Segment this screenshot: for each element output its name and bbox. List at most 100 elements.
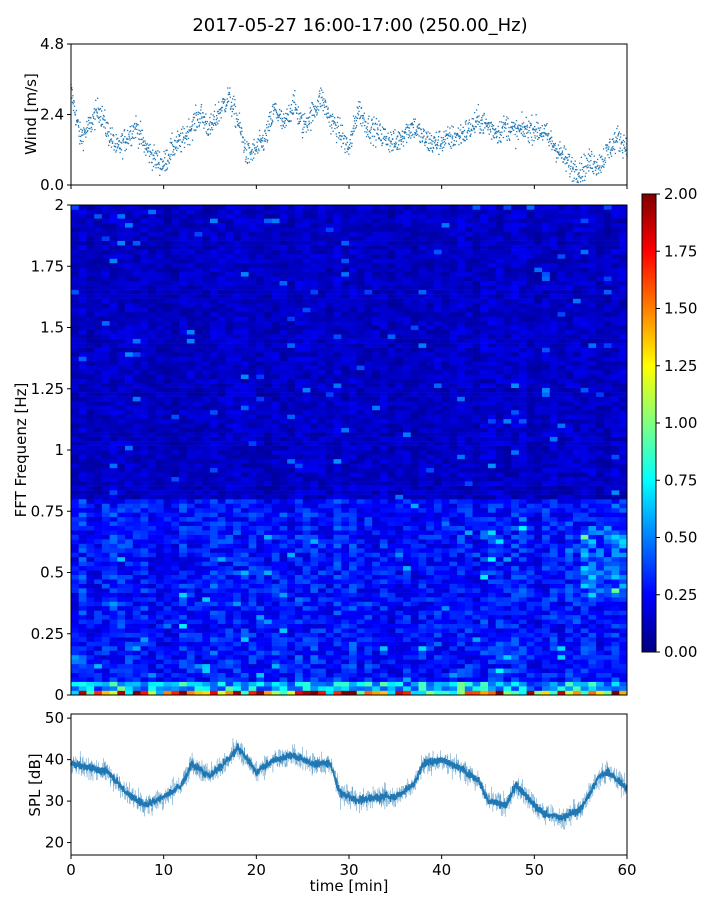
spectrogram-cell <box>101 650 111 656</box>
spectrogram-cell <box>78 289 87 295</box>
spectrogram-cell <box>78 690 87 696</box>
spectrogram-cell <box>132 668 141 674</box>
spectrogram-cell <box>86 476 95 482</box>
wind-point <box>258 129 261 132</box>
wind-point <box>266 127 268 129</box>
spectrogram-cell <box>140 427 149 433</box>
spectrogram-cell <box>86 213 95 219</box>
spectrogram-cell <box>240 320 250 326</box>
spectrogram-cell <box>179 601 188 607</box>
spectrogram-cell <box>210 445 219 451</box>
spectrogram-cell <box>140 499 149 504</box>
spectrogram-cell <box>202 588 211 593</box>
spectrogram-cell <box>264 619 273 625</box>
spectrogram-cell <box>140 316 149 322</box>
spectrogram-cell <box>248 254 257 259</box>
spectrogram-cell <box>140 556 149 562</box>
wind-point <box>312 120 314 122</box>
spectrogram-cell <box>78 441 87 446</box>
wind-point <box>175 136 178 138</box>
spectrogram-cell <box>78 276 87 282</box>
spectrogram-cell <box>86 405 95 411</box>
wind-point <box>590 167 592 169</box>
spectrogram-cell <box>71 672 80 678</box>
spectrogram-cell <box>287 347 296 353</box>
spectrogram-cell <box>163 574 172 580</box>
wind-point <box>555 148 557 150</box>
spectrogram-cell <box>256 494 265 500</box>
wind-point <box>436 148 438 150</box>
wind-point <box>179 139 181 141</box>
spectrogram-cell <box>202 516 211 522</box>
spectrogram-cell <box>132 623 141 629</box>
spectrogram-cell <box>202 276 211 282</box>
spectrogram-cell <box>217 267 226 273</box>
spectrogram-cell <box>132 218 141 224</box>
spectrogram-cell <box>279 423 288 429</box>
wind-point <box>301 114 303 117</box>
spectrogram-cell <box>171 369 180 375</box>
spectrogram-cell <box>186 539 195 544</box>
wind-point <box>197 111 199 113</box>
spectrogram-cell <box>225 231 234 237</box>
wind-point <box>461 131 463 133</box>
spectrogram-cell <box>271 659 280 665</box>
spectrogram-cell <box>202 213 211 219</box>
spectrogram-cell <box>86 512 95 518</box>
wind-point <box>517 128 520 130</box>
wind-point <box>265 132 267 134</box>
spectrogram-cell <box>217 561 226 567</box>
spectrogram-cell <box>140 343 149 348</box>
wind-point <box>248 161 250 163</box>
spectrogram-cell <box>163 205 172 210</box>
wind-point <box>117 146 119 148</box>
spectrogram-cell <box>125 597 134 602</box>
spectrogram-cell <box>155 360 165 366</box>
wind-point <box>398 140 400 142</box>
spectrogram-cell <box>225 507 234 513</box>
spectrogram-cell <box>132 258 141 264</box>
wind-point <box>165 163 167 165</box>
wind-point <box>394 145 396 147</box>
spectrogram-cell <box>140 236 149 241</box>
spectrogram-cell <box>240 672 250 678</box>
wind-point <box>572 166 574 168</box>
wind-point <box>560 154 562 156</box>
spectrogram-cell <box>125 516 134 522</box>
wind-point <box>472 118 475 120</box>
wind-point <box>83 127 85 129</box>
spectrogram-cell <box>240 681 250 687</box>
spectrogram-cell <box>179 303 188 308</box>
spectrogram-cell <box>256 650 265 656</box>
spectrogram-cell <box>186 672 195 678</box>
spectrogram-cell <box>109 423 118 429</box>
spectrogram-cell <box>194 320 203 326</box>
wind-point <box>128 133 130 135</box>
spectrogram-cell <box>78 325 87 331</box>
spectrogram-cell <box>132 592 141 598</box>
wind-point <box>102 114 105 117</box>
spectrogram-cell <box>279 570 288 576</box>
spectrogram-cell <box>71 628 80 633</box>
spectrogram-cell <box>279 672 288 678</box>
wind-point <box>96 111 98 113</box>
spectrogram-cell <box>109 521 118 527</box>
wind-point <box>624 148 627 151</box>
spectrogram-cell <box>163 534 172 540</box>
spectrogram-cell <box>240 637 250 642</box>
spectrogram-cell <box>271 356 280 362</box>
spectrogram-cell <box>125 338 134 344</box>
wind-point <box>250 150 253 152</box>
spectrogram-cell <box>186 374 195 380</box>
wind-point <box>303 120 305 122</box>
wind-point <box>152 158 154 160</box>
spectrogram-cell <box>248 614 257 620</box>
spectrogram-cell <box>140 485 149 491</box>
spectrogram-cell <box>233 530 242 535</box>
spectrogram-cell <box>109 227 118 233</box>
spectrogram-cell <box>148 254 157 259</box>
spectrogram-cell <box>171 432 180 437</box>
wind-point <box>519 128 522 131</box>
spectrogram-cell <box>264 681 273 687</box>
spectrogram-cell <box>101 579 111 584</box>
